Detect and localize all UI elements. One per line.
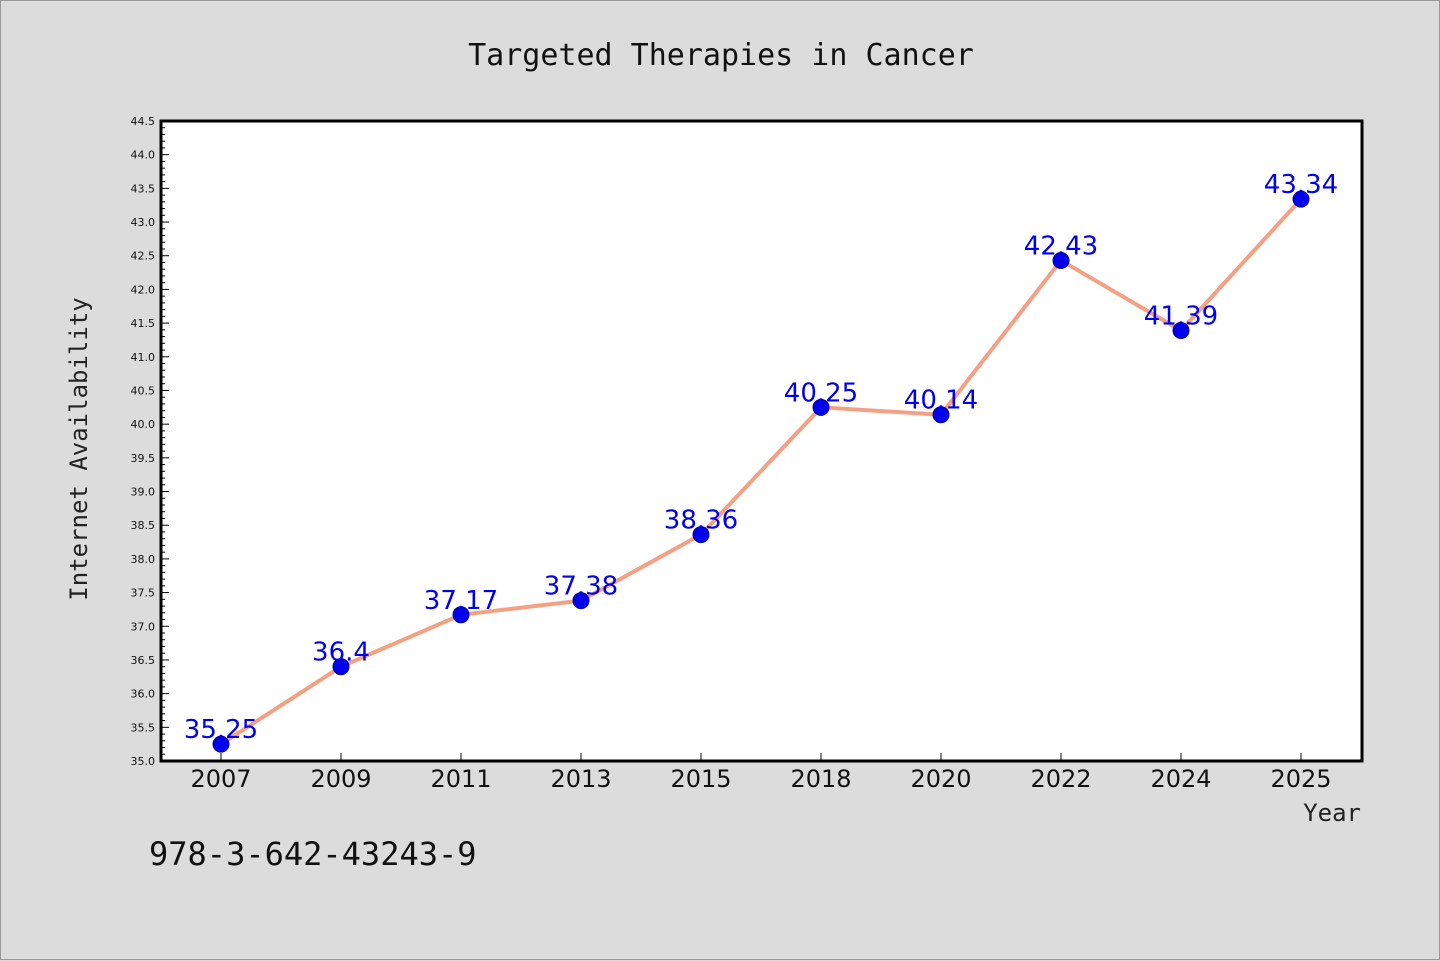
data-label: 40.14 xyxy=(904,386,978,416)
x-tick-label: 2013 xyxy=(550,765,611,793)
data-point xyxy=(572,592,590,610)
data-point xyxy=(932,406,950,424)
data-label: 42.43 xyxy=(1024,231,1098,261)
y-tick-label: 35.5 xyxy=(131,721,156,734)
x-tick-label: 2018 xyxy=(790,765,851,793)
x-axis: 2007 2009 2011 2013 2015 2018 2020 2022 2024 2025 xyxy=(190,753,1332,793)
plot-frame xyxy=(159,119,1364,763)
data-labels: 35.25 36.4 37.17 37.38 38.36 40.25 40.14 42.43 4… xyxy=(184,170,1338,745)
y-tick-label: 40.5 xyxy=(131,384,156,397)
y-tick-label: 38.5 xyxy=(131,519,156,532)
data-point xyxy=(212,735,230,753)
data-point xyxy=(332,658,350,676)
y-tick-label: 36.0 xyxy=(131,688,156,701)
data-label: 36.4 xyxy=(312,638,370,668)
y-tick-label: 43.5 xyxy=(131,182,156,195)
data-label: 40.25 xyxy=(784,378,858,408)
series-line xyxy=(212,190,1310,753)
plot-area xyxy=(161,121,1362,761)
data-label: 38.36 xyxy=(664,506,738,536)
y-tick-label: 44.5 xyxy=(131,115,156,128)
x-tick-label: 2024 xyxy=(1150,765,1211,793)
x-tick-label: 2009 xyxy=(310,765,371,793)
x-tick-label: 2011 xyxy=(430,765,491,793)
data-point xyxy=(692,526,710,544)
y-tick-label: 42.5 xyxy=(131,250,156,263)
y-tick-label: 39.5 xyxy=(131,452,156,465)
y-tick-label: 37.5 xyxy=(131,587,156,600)
x-axis-label: Year xyxy=(1303,799,1361,827)
isbn-annotation: 978-3-642-43243-9 xyxy=(149,835,477,873)
y-tick-label: 40.0 xyxy=(131,418,156,431)
data-label: 37.38 xyxy=(544,572,618,602)
data-label: 35.25 xyxy=(184,715,258,745)
y-tick-label: 37.0 xyxy=(131,620,156,633)
y-tick-label: 35.0 xyxy=(131,755,156,768)
x-tick-label: 2007 xyxy=(190,765,251,793)
y-tick-label: 44.0 xyxy=(131,149,156,162)
data-label: 43.34 xyxy=(1264,170,1338,200)
y-axis: 35.0 35.5 36.0 36.5 37.0 37.5 38.0 38.5 39.0 39.5… xyxy=(131,115,169,768)
y-tick-label: 41.5 xyxy=(131,317,156,330)
y-tick-label: 41.0 xyxy=(131,351,156,364)
data-point xyxy=(812,398,830,416)
chart-title: Targeted Therapies in Cancer xyxy=(468,38,974,73)
x-tick-label: 2025 xyxy=(1270,765,1331,793)
data-label: 37.17 xyxy=(424,586,498,616)
x-tick-label: 2022 xyxy=(1030,765,1091,793)
data-point xyxy=(1052,251,1070,269)
data-point xyxy=(1292,190,1310,208)
x-tick-label: 2020 xyxy=(910,765,971,793)
y-tick-label: 43.0 xyxy=(131,216,156,229)
series-polyline xyxy=(219,197,1303,747)
data-label: 41.39 xyxy=(1144,302,1218,332)
data-point xyxy=(1172,322,1190,340)
y-axis-label: Internet Availability xyxy=(65,297,93,600)
y-tick-label: 36.5 xyxy=(131,654,156,667)
y-tick-label: 39.0 xyxy=(131,486,156,499)
y-tick-label: 42.0 xyxy=(131,283,156,296)
data-point xyxy=(452,606,470,624)
x-tick-label: 2015 xyxy=(670,765,731,793)
y-tick-label: 38.0 xyxy=(131,553,156,566)
